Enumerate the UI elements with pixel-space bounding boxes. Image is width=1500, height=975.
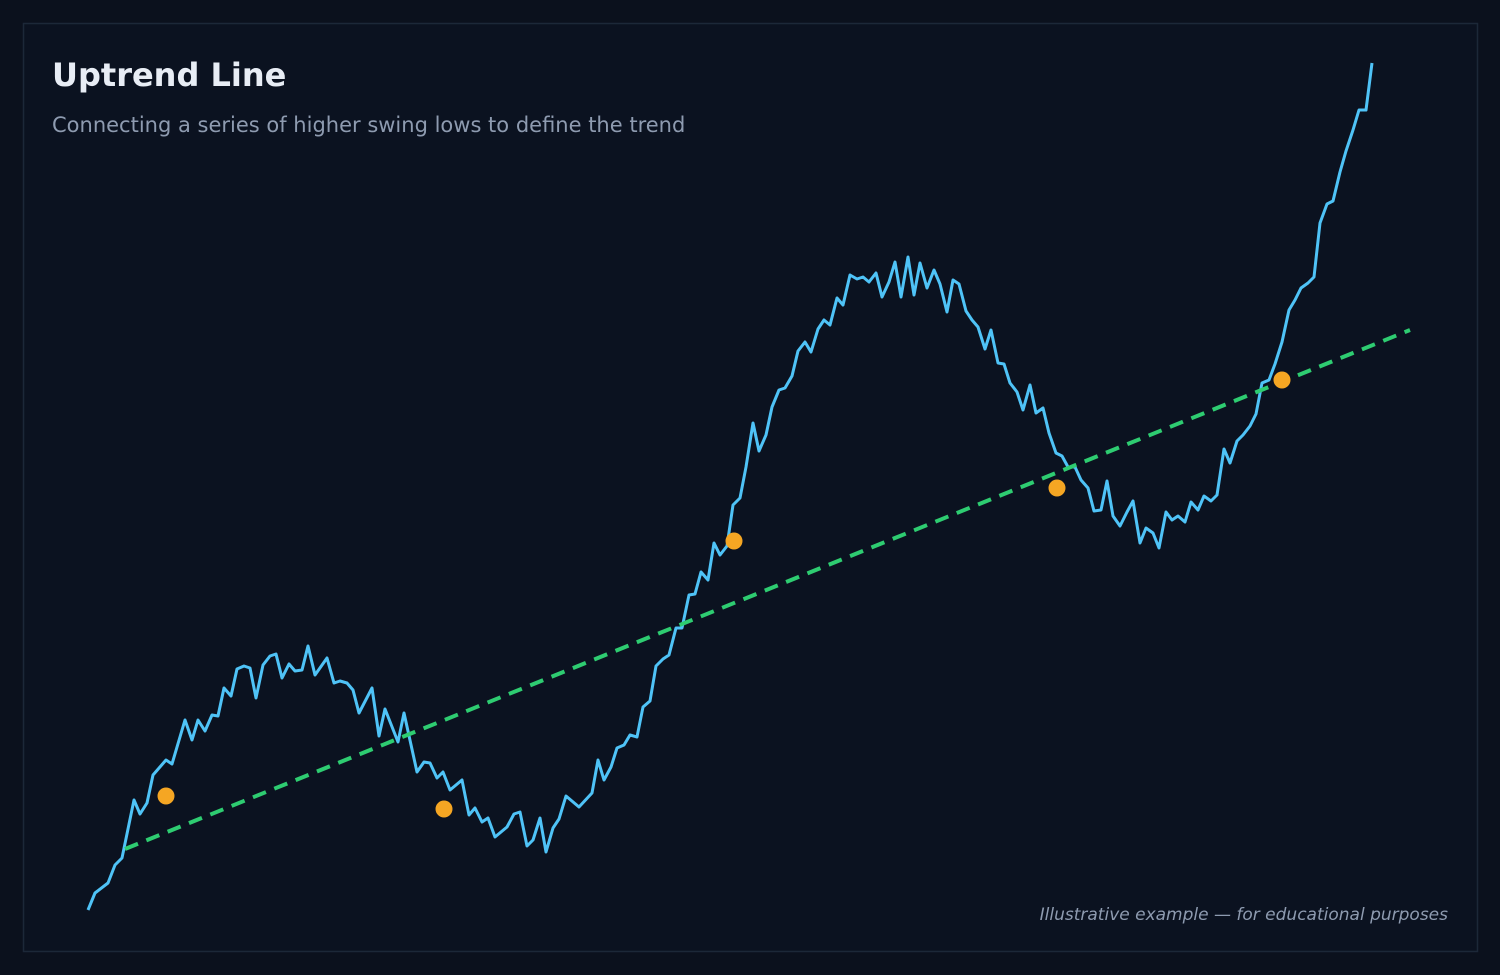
chart-subtitle: Connecting a series of higher swing lows…	[52, 113, 685, 137]
swing-low	[1273, 371, 1291, 389]
chart-title: Uptrend Line	[52, 56, 286, 94]
swing-low	[725, 532, 743, 550]
swing-low	[435, 800, 453, 818]
swing-low	[157, 787, 175, 805]
footnote: Illustrative example — for educational p…	[1040, 905, 1448, 925]
swing-low	[1048, 479, 1066, 497]
price-line	[86, 62, 1374, 911]
trend-line	[124, 328, 1411, 851]
chart-frame	[22, 22, 1479, 953]
